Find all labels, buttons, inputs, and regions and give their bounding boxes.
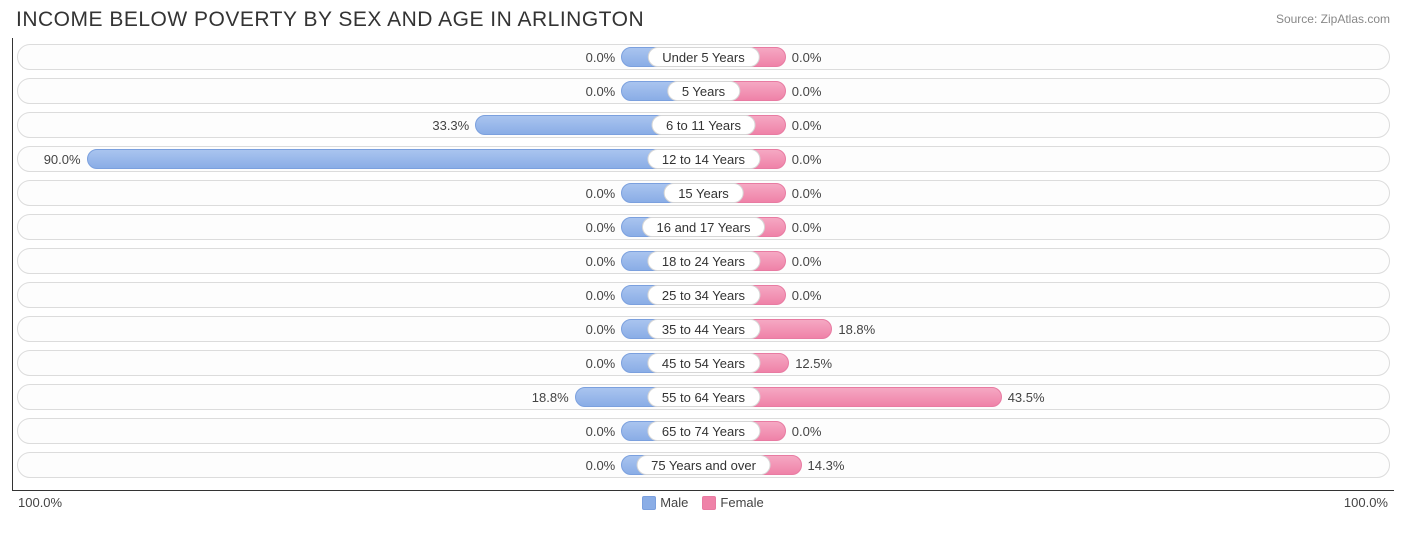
female-value: 12.5% (795, 351, 832, 377)
female-value: 18.8% (838, 317, 875, 343)
axis-left-label: 100.0% (18, 495, 62, 510)
category-label: 65 to 74 Years (647, 421, 760, 441)
chart-title: INCOME BELOW POVERTY BY SEX AND AGE IN A… (16, 8, 644, 32)
chart-row: 18.8% 43.5% 55 to 64 Years (17, 384, 1390, 410)
male-value: 0.0% (586, 79, 616, 105)
legend-female: Female (702, 495, 763, 510)
category-label: 6 to 11 Years (651, 115, 756, 135)
female-value: 0.0% (792, 249, 822, 275)
chart-row: 0.0% 0.0% 18 to 24 Years (17, 248, 1390, 274)
male-value: 90.0% (44, 147, 81, 173)
male-value: 0.0% (586, 351, 616, 377)
header-row: INCOME BELOW POVERTY BY SEX AND AGE IN A… (10, 8, 1396, 38)
chart-row: 0.0% 0.0% 16 and 17 Years (17, 214, 1390, 240)
male-value: 0.0% (586, 45, 616, 71)
female-value: 0.0% (792, 419, 822, 445)
chart-row: 0.0% 18.8% 35 to 44 Years (17, 316, 1390, 342)
category-label: 16 and 17 Years (642, 217, 766, 237)
chart-row: 33.3% 0.0% 6 to 11 Years (17, 112, 1390, 138)
chart-row: 90.0% 0.0% 12 to 14 Years (17, 146, 1390, 172)
female-value: 0.0% (792, 215, 822, 241)
category-label: 5 Years (667, 81, 740, 101)
chart-row: 0.0% 0.0% 25 to 34 Years (17, 282, 1390, 308)
category-label: 12 to 14 Years (647, 149, 760, 169)
male-value: 33.3% (432, 113, 469, 139)
male-value: 0.0% (586, 181, 616, 207)
legend-male-label: Male (660, 495, 688, 510)
chart-row: 0.0% 0.0% 15 Years (17, 180, 1390, 206)
category-label: 15 Years (663, 183, 744, 203)
legend-male: Male (642, 495, 688, 510)
chart-container: INCOME BELOW POVERTY BY SEX AND AGE IN A… (0, 0, 1406, 559)
category-label: 25 to 34 Years (647, 285, 760, 305)
male-value: 0.0% (586, 453, 616, 479)
male-bar (87, 149, 704, 169)
female-value: 14.3% (808, 453, 845, 479)
chart-row: 0.0% 0.0% 5 Years (17, 78, 1390, 104)
female-swatch-icon (702, 496, 716, 510)
female-value: 0.0% (792, 147, 822, 173)
chart-row: 0.0% 12.5% 45 to 54 Years (17, 350, 1390, 376)
chart-source: Source: ZipAtlas.com (1276, 8, 1390, 26)
female-value: 0.0% (792, 45, 822, 71)
male-value: 18.8% (532, 385, 569, 411)
male-value: 0.0% (586, 283, 616, 309)
female-value: 0.0% (792, 79, 822, 105)
male-value: 0.0% (586, 249, 616, 275)
female-value: 43.5% (1008, 385, 1045, 411)
female-value: 0.0% (792, 283, 822, 309)
male-value: 0.0% (586, 317, 616, 343)
category-label: 45 to 54 Years (647, 353, 760, 373)
axis-row: 100.0% Male Female 100.0% (10, 491, 1396, 510)
male-value: 0.0% (586, 419, 616, 445)
chart-body: 0.0% 0.0% Under 5 Years 0.0% 0.0% 5 Years 33.3… (12, 38, 1394, 491)
legend-female-label: Female (720, 495, 763, 510)
category-label: 18 to 24 Years (647, 251, 760, 271)
category-label: 35 to 44 Years (647, 319, 760, 339)
chart-row: 0.0% 0.0% Under 5 Years (17, 44, 1390, 70)
female-value: 0.0% (792, 181, 822, 207)
chart-row: 0.0% 0.0% 65 to 74 Years (17, 418, 1390, 444)
axis-right-label: 100.0% (1344, 495, 1388, 510)
legend: Male Female (642, 495, 764, 510)
category-label: 55 to 64 Years (647, 387, 760, 407)
male-swatch-icon (642, 496, 656, 510)
category-label: 75 Years and over (636, 455, 771, 475)
female-value: 0.0% (792, 113, 822, 139)
chart-row: 0.0% 14.3% 75 Years and over (17, 452, 1390, 478)
male-value: 0.0% (586, 215, 616, 241)
category-label: Under 5 Years (647, 47, 759, 67)
